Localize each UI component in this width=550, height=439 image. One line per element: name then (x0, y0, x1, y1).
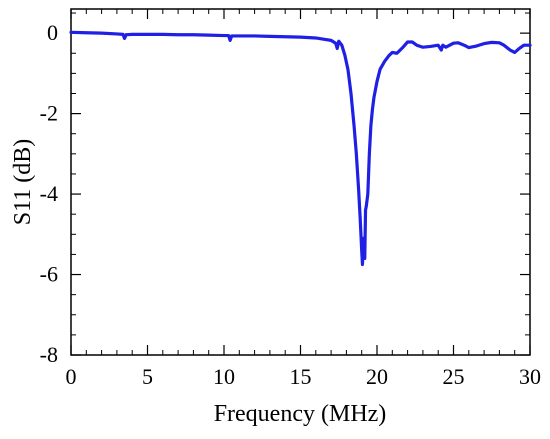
y-axis-label: S11 (dB) (10, 139, 36, 225)
x-axis-tick-labels: 0 5 10 15 20 25 30 (66, 364, 542, 389)
x-tick-label: 20 (366, 364, 388, 389)
x-tick-label: 25 (443, 364, 465, 389)
y-tick-label: 0 (47, 20, 58, 45)
x-tick-label: 15 (290, 364, 312, 389)
x-axis-ticks (70, 9, 531, 355)
x-tick-label: 30 (519, 364, 541, 389)
y-tick-label: -4 (40, 181, 58, 206)
y-tick-label: -8 (40, 342, 58, 367)
x-tick-label: 0 (66, 364, 77, 389)
y-tick-label: -6 (40, 262, 58, 287)
x-axis-label: Frequency (MHz) (214, 401, 387, 427)
y-tick-label: -2 (40, 101, 58, 126)
plot-frame-group (70, 8, 531, 356)
plot-frame (70, 8, 531, 356)
x-tick-label: 5 (142, 364, 153, 389)
series-layer (69, 30, 532, 267)
y-axis-ticks (71, 12, 530, 356)
series-line-s11 (69, 30, 532, 267)
y-axis-tick-labels: 0 -2 -4 -6 -8 (40, 20, 58, 367)
x-tick-label: 10 (213, 364, 235, 389)
